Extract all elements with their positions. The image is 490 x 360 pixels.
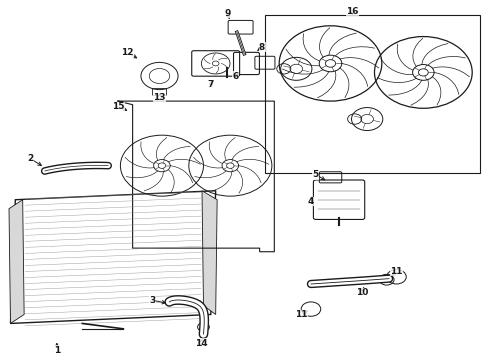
Bar xyxy=(265,15,480,173)
Text: 6: 6 xyxy=(232,72,238,81)
Polygon shape xyxy=(202,191,217,315)
Polygon shape xyxy=(9,200,24,323)
Text: 10: 10 xyxy=(356,288,368,297)
Text: 16: 16 xyxy=(346,7,359,16)
Text: 11: 11 xyxy=(390,267,403,276)
Text: 7: 7 xyxy=(208,81,214,90)
Text: 1: 1 xyxy=(54,346,60,355)
Text: 9: 9 xyxy=(225,9,231,18)
Text: 12: 12 xyxy=(122,48,134,57)
Text: 14: 14 xyxy=(195,339,207,348)
Text: 11: 11 xyxy=(295,310,307,319)
Text: 8: 8 xyxy=(259,43,265,52)
Text: 4: 4 xyxy=(308,197,314,206)
Text: 5: 5 xyxy=(313,170,319,179)
Text: 15: 15 xyxy=(112,102,124,111)
Text: 2: 2 xyxy=(27,154,33,163)
Text: 13: 13 xyxy=(153,93,166,102)
Text: 3: 3 xyxy=(149,296,155,305)
